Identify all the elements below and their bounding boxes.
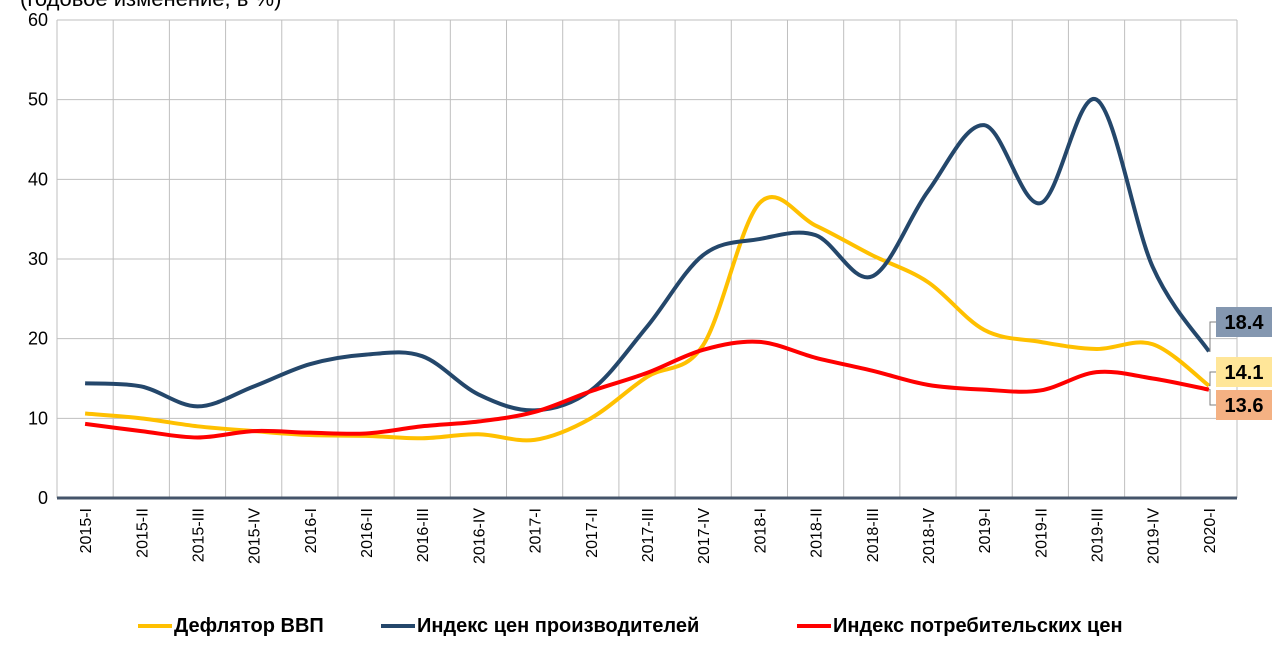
x-tick-label: 2019-IV [1146,508,1163,564]
y-tick-label: 40 [28,169,48,189]
x-tick-label: 2017-IV [696,508,713,564]
x-tick-label: 2018-II [809,508,826,558]
x-tick-label: 2015-I [78,508,95,553]
x-tick-label: 2018-III [865,508,882,562]
x-tick-label: 2017-II [584,508,601,558]
x-tick-label: 2016-I [303,508,320,553]
x-tick-label: 2015-II [134,508,151,558]
y-tick-label: 0 [38,488,48,508]
chart-subtitle: (годовое изменение, в %) [20,0,281,11]
series-line [84,195,1211,443]
label-leader [1208,371,1216,387]
x-tick-label: 2017-I [528,508,545,553]
label-leader [1208,389,1216,406]
legend-label: Индекс потребительских цен [833,615,1123,637]
series-line [84,339,1210,440]
y-tick-label: 20 [28,329,48,349]
x-tick-label: 2015-IV [247,508,264,564]
x-tick-label: 2018-IV [921,508,938,564]
legend-label: Индекс цен производителей [417,615,699,637]
y-tick-label: 10 [28,408,48,428]
x-tick-label: 2016-II [359,508,376,558]
x-tick-label: 2018-I [752,508,769,553]
value-label-box [1216,390,1272,420]
value-label: 18.4 [1225,312,1265,334]
value-label-box [1216,307,1272,337]
value-label: 13.6 [1225,395,1264,417]
series-line [84,97,1211,413]
x-tick-label: 2016-III [415,508,432,562]
label-leader [1208,321,1216,352]
x-tick-label: 2016-IV [471,508,488,564]
y-tick-label: 60 [28,10,48,30]
x-tick-label: 2019-III [1090,508,1107,562]
y-tick-label: 30 [28,249,48,269]
y-tick-label: 50 [28,90,48,110]
x-tick-label: 2015-III [190,508,207,562]
value-label: 14.1 [1225,362,1264,384]
x-tick-label: 2017-III [640,508,657,562]
x-tick-label: 2020-I [1202,508,1219,553]
x-tick-label: 2019-I [977,508,994,553]
legend-label: Дефлятор ВВП [174,615,324,637]
x-tick-label: 2019-II [1033,508,1050,558]
value-label-box [1216,357,1272,387]
